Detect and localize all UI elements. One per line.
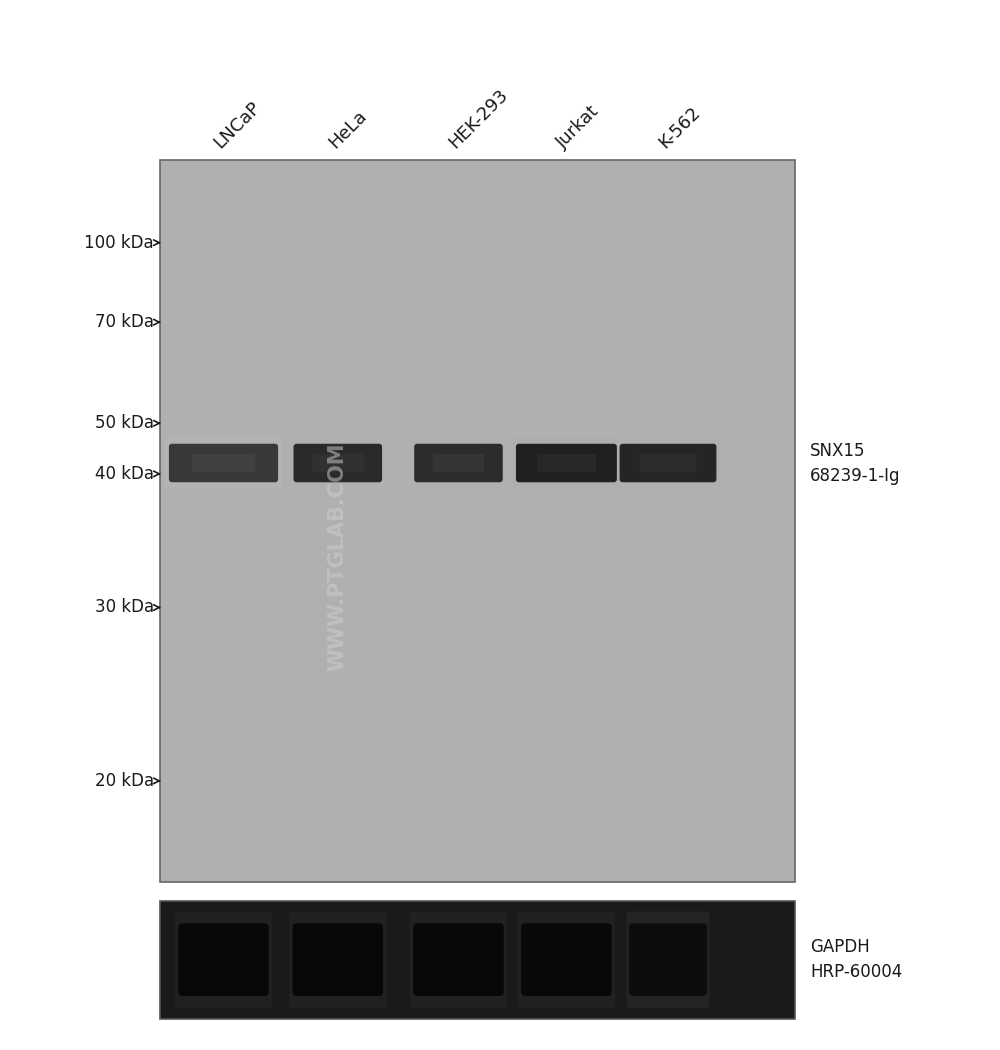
FancyBboxPatch shape: [537, 454, 596, 473]
Text: HEK-293: HEK-293: [446, 85, 512, 151]
FancyBboxPatch shape: [294, 444, 382, 482]
FancyBboxPatch shape: [626, 911, 710, 1008]
FancyBboxPatch shape: [192, 454, 255, 473]
Text: LNCaP: LNCaP: [211, 98, 265, 151]
Bar: [160, 160, 795, 882]
FancyBboxPatch shape: [521, 923, 612, 996]
FancyBboxPatch shape: [178, 923, 269, 996]
Text: K-562: K-562: [655, 103, 704, 151]
FancyBboxPatch shape: [516, 444, 617, 482]
Text: 70 kDa: 70 kDa: [95, 313, 154, 331]
Text: Jurkat: Jurkat: [554, 102, 603, 151]
FancyBboxPatch shape: [411, 437, 506, 489]
Text: SNX15
68239-1-Ig: SNX15 68239-1-Ig: [810, 441, 900, 484]
FancyBboxPatch shape: [620, 444, 716, 482]
FancyBboxPatch shape: [616, 437, 720, 489]
FancyBboxPatch shape: [165, 437, 282, 489]
FancyBboxPatch shape: [289, 911, 386, 1008]
FancyBboxPatch shape: [290, 437, 385, 489]
FancyBboxPatch shape: [433, 454, 484, 473]
Text: HeLa: HeLa: [325, 106, 370, 151]
FancyBboxPatch shape: [512, 437, 621, 489]
FancyBboxPatch shape: [518, 911, 615, 1008]
Text: 40 kDa: 40 kDa: [95, 465, 154, 483]
FancyBboxPatch shape: [640, 454, 696, 473]
Text: GAPDH
HRP-60004: GAPDH HRP-60004: [810, 939, 902, 981]
FancyBboxPatch shape: [293, 923, 383, 996]
Text: 20 kDa: 20 kDa: [95, 772, 154, 790]
FancyBboxPatch shape: [312, 454, 364, 473]
Text: WWW.PTGLAB.COM: WWW.PTGLAB.COM: [328, 443, 348, 671]
Bar: [160, 901, 795, 1018]
FancyBboxPatch shape: [413, 923, 504, 996]
Text: 50 kDa: 50 kDa: [95, 415, 154, 433]
Text: 30 kDa: 30 kDa: [95, 598, 154, 616]
FancyBboxPatch shape: [414, 444, 503, 482]
FancyBboxPatch shape: [629, 923, 707, 996]
FancyBboxPatch shape: [410, 911, 507, 1008]
FancyBboxPatch shape: [169, 444, 278, 482]
Text: 100 kDa: 100 kDa: [84, 234, 154, 252]
FancyBboxPatch shape: [175, 911, 272, 1008]
